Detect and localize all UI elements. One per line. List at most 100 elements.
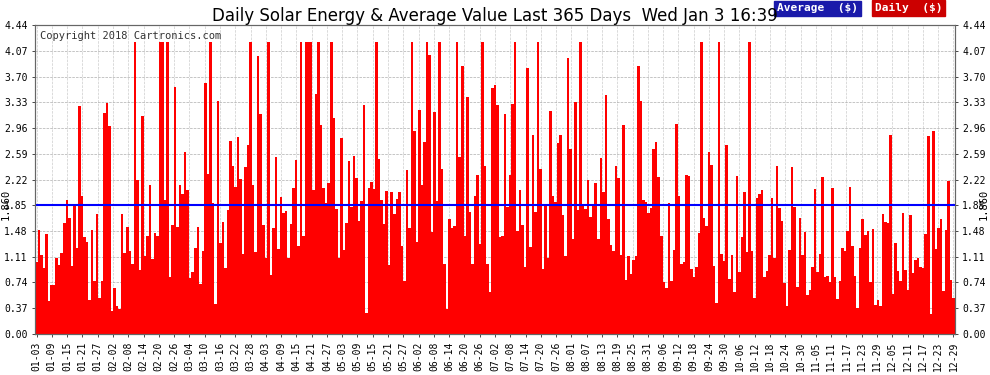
Bar (741, 237, 743, 334)
Bar (537, 42, 540, 334)
Bar (755, 198, 758, 334)
Bar (647, 213, 649, 334)
Bar (834, 276, 837, 334)
Bar (108, 126, 111, 334)
Bar (297, 246, 300, 334)
Bar (723, 261, 726, 334)
Bar (816, 272, 819, 334)
Bar (466, 97, 468, 334)
Bar (711, 165, 713, 334)
Bar (758, 194, 760, 334)
Bar (625, 280, 628, 334)
Bar (147, 236, 148, 334)
Bar (328, 183, 330, 334)
Bar (406, 170, 408, 334)
Bar (83, 237, 86, 334)
Bar (494, 85, 496, 334)
Bar (481, 42, 484, 334)
Bar (512, 104, 514, 334)
Bar (640, 101, 643, 334)
Bar (675, 124, 677, 334)
Bar (643, 200, 644, 334)
Bar (652, 148, 655, 334)
Bar (620, 255, 622, 334)
Bar (690, 269, 693, 334)
Bar (191, 272, 194, 334)
Bar (952, 298, 954, 334)
Bar (801, 255, 804, 334)
Bar (423, 142, 426, 334)
Bar (582, 206, 584, 334)
Bar (357, 221, 360, 334)
Text: 1.860: 1.860 (979, 189, 989, 220)
Bar (181, 194, 184, 334)
Bar (572, 239, 574, 334)
Bar (753, 298, 755, 334)
Bar (617, 178, 620, 334)
Bar (434, 112, 436, 334)
Bar (556, 143, 559, 334)
Bar (254, 252, 257, 334)
Bar (411, 42, 413, 334)
Bar (73, 204, 75, 334)
Bar (259, 114, 262, 334)
Bar (527, 68, 529, 334)
Bar (338, 258, 341, 334)
Bar (251, 185, 254, 334)
Bar (806, 295, 809, 334)
Bar (148, 185, 151, 334)
Bar (718, 42, 721, 334)
Bar (486, 264, 489, 334)
Bar (915, 260, 917, 334)
Bar (153, 233, 156, 334)
Bar (98, 298, 101, 334)
Bar (473, 196, 476, 334)
Bar (910, 215, 912, 334)
Bar (633, 260, 635, 334)
Bar (375, 42, 378, 334)
Bar (869, 282, 871, 334)
Bar (635, 256, 638, 334)
Bar (856, 308, 859, 334)
Bar (134, 42, 136, 334)
Bar (496, 105, 499, 334)
Bar (385, 191, 388, 334)
Bar (418, 110, 421, 334)
Bar (743, 192, 745, 334)
Bar (272, 228, 274, 334)
Bar (922, 268, 925, 334)
Bar (101, 281, 103, 334)
Bar (577, 210, 579, 334)
Bar (842, 248, 843, 334)
Bar (854, 276, 856, 334)
Bar (217, 101, 219, 334)
Bar (703, 219, 705, 334)
Bar (942, 291, 944, 334)
Bar (750, 251, 753, 334)
Bar (739, 272, 741, 334)
Bar (456, 42, 458, 334)
Bar (549, 111, 551, 334)
Bar (335, 209, 338, 334)
Bar (439, 42, 441, 334)
Bar (86, 242, 88, 334)
Bar (60, 253, 63, 334)
Bar (760, 190, 763, 334)
Bar (277, 249, 279, 334)
Bar (176, 227, 179, 334)
Bar (413, 131, 416, 334)
Bar (441, 169, 444, 334)
Bar (489, 292, 491, 334)
Bar (907, 290, 910, 334)
Bar (80, 196, 83, 334)
Bar (700, 42, 703, 334)
Bar (93, 281, 96, 334)
Bar (884, 222, 887, 334)
Bar (38, 230, 41, 334)
Bar (50, 285, 52, 334)
Bar (287, 258, 290, 334)
Bar (532, 135, 534, 334)
Bar (383, 224, 385, 334)
Bar (68, 219, 70, 334)
Bar (116, 306, 119, 334)
